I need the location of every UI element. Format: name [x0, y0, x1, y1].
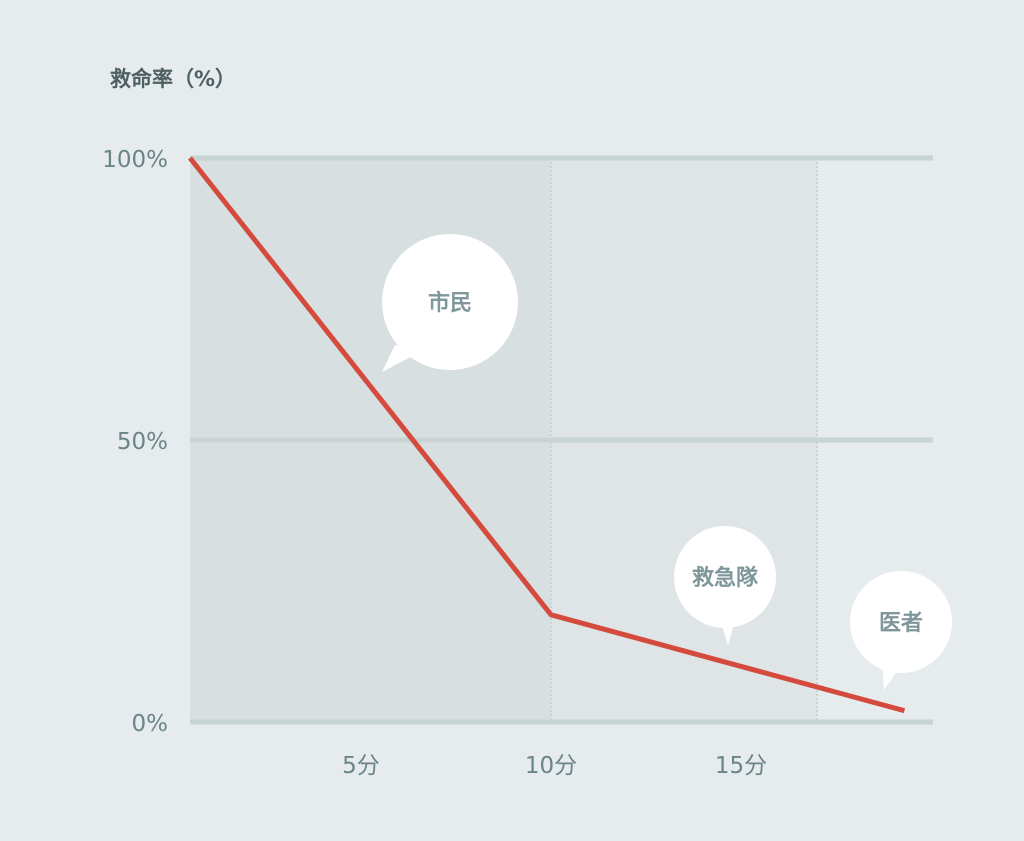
bubble-label: 医者 [879, 611, 923, 636]
x-tick-label: 5分 [342, 753, 380, 779]
x-tick-label: 10分 [525, 753, 577, 779]
x-tick-label: 15分 [715, 753, 767, 779]
y-tick-label: 0% [132, 711, 169, 737]
bubble-circle [382, 234, 518, 370]
bubble-circle [674, 526, 776, 628]
y-axis-label: 救命率（%） [110, 67, 236, 91]
bubble-circle [850, 571, 952, 673]
y-tick-label: 50% [117, 429, 168, 455]
speech-bubble-2: 医者 [850, 571, 952, 690]
bubble-label: 救急隊 [692, 565, 759, 591]
speech-bubble-0: 市民 [382, 234, 518, 372]
bubble-label: 市民 [428, 290, 472, 316]
y-tick-label: 100% [102, 147, 168, 173]
speech-bubble-1: 救急隊 [674, 526, 776, 645]
